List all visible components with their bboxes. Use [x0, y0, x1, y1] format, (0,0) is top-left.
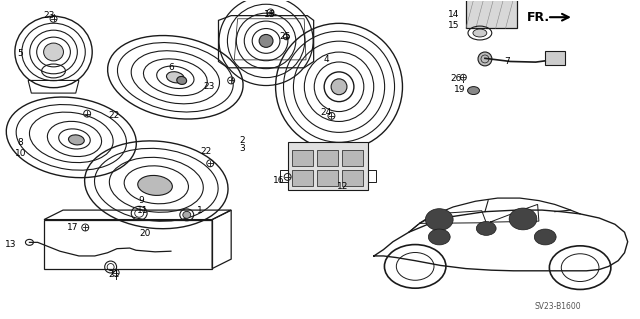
Ellipse shape	[426, 209, 453, 231]
Text: 15: 15	[447, 21, 459, 30]
Ellipse shape	[331, 79, 347, 95]
Ellipse shape	[259, 34, 273, 47]
Text: 24: 24	[321, 108, 332, 116]
Ellipse shape	[324, 72, 354, 102]
Text: 23: 23	[204, 82, 214, 91]
Text: 12: 12	[337, 182, 348, 191]
Bar	[288, 142, 367, 189]
Text: 21: 21	[108, 271, 120, 279]
Text: 26: 26	[451, 74, 462, 83]
Ellipse shape	[68, 135, 84, 145]
Ellipse shape	[509, 208, 537, 230]
Bar	[342, 150, 363, 166]
Text: 1: 1	[196, 206, 202, 215]
Bar	[280, 170, 288, 182]
Bar	[317, 150, 338, 166]
Text: 8: 8	[18, 137, 24, 147]
Text: 4: 4	[324, 56, 329, 64]
Ellipse shape	[534, 229, 556, 245]
Text: 18: 18	[264, 10, 275, 19]
Text: 22: 22	[200, 147, 211, 156]
Text: 11: 11	[136, 206, 148, 215]
Ellipse shape	[183, 211, 191, 218]
Ellipse shape	[468, 86, 479, 94]
Text: 5: 5	[18, 49, 24, 58]
Text: 23: 23	[44, 11, 55, 20]
Bar	[545, 51, 565, 65]
Text: FR.: FR.	[527, 11, 550, 24]
Text: SV23-B1600: SV23-B1600	[534, 302, 581, 311]
Text: 16: 16	[273, 175, 285, 185]
Ellipse shape	[177, 77, 187, 85]
Text: 3: 3	[240, 144, 246, 153]
Text: 25: 25	[280, 32, 291, 41]
Text: 19: 19	[454, 85, 465, 94]
Ellipse shape	[44, 43, 63, 61]
Bar	[292, 150, 313, 166]
Bar	[342, 170, 363, 186]
Text: 17: 17	[67, 223, 78, 232]
Bar	[317, 170, 338, 186]
Ellipse shape	[473, 29, 487, 37]
Text: 6: 6	[168, 63, 174, 72]
Text: 7: 7	[504, 57, 510, 66]
Ellipse shape	[476, 221, 496, 235]
Bar	[292, 170, 313, 186]
Bar	[367, 170, 376, 182]
Ellipse shape	[166, 72, 184, 83]
Ellipse shape	[428, 229, 450, 245]
Ellipse shape	[478, 52, 492, 66]
Text: 14: 14	[447, 10, 459, 19]
Text: 13: 13	[4, 241, 16, 249]
Text: 20: 20	[140, 229, 151, 238]
Ellipse shape	[138, 175, 172, 196]
Text: 2: 2	[240, 136, 245, 145]
Text: 9: 9	[138, 196, 144, 205]
Bar	[466, 0, 518, 28]
Text: 10: 10	[15, 149, 26, 158]
Text: 22: 22	[108, 111, 120, 120]
